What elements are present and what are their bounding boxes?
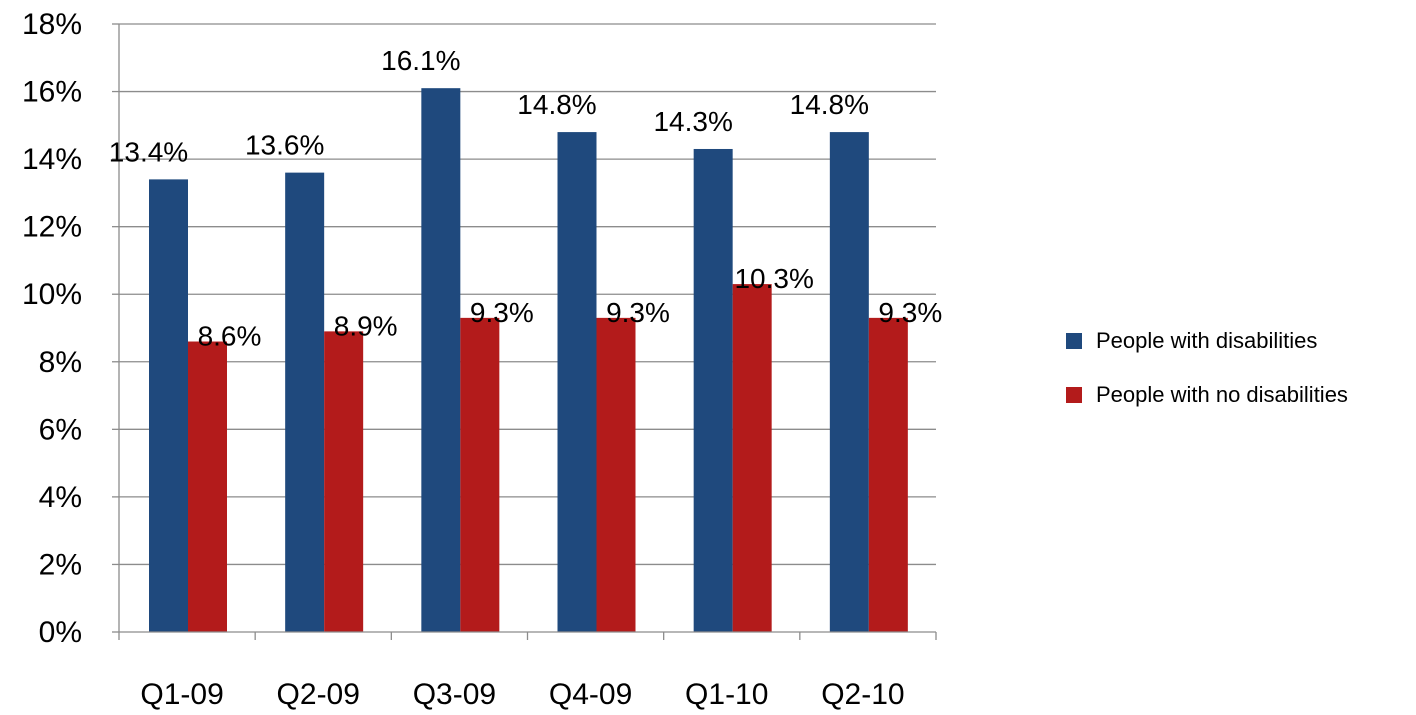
bar [868,317,908,632]
data-label: 13.6% [245,130,324,161]
bar [421,88,461,632]
y-tick-label: 10% [22,278,82,311]
legend-item-no-disabilities: People with no disabilities [1066,380,1348,410]
data-label: 14.8% [790,89,869,120]
legend-label-no-disabilities: People with no disabilities [1096,382,1348,407]
bar [596,317,636,632]
y-tick-label: 0% [39,616,82,649]
data-label: 8.9% [334,310,398,341]
axes [112,23,937,640]
x-category-label: Q1-09 [140,678,223,711]
bar [557,132,597,633]
data-label: 8.6% [198,321,262,352]
y-tick-label: 6% [39,413,82,446]
y-tick-label: 8% [39,346,82,379]
x-category-label: Q1-10 [685,678,768,711]
data-label: 16.1% [381,45,460,76]
y-tick-label: 4% [39,481,82,514]
gridlines [119,23,936,566]
x-category-label: Q2-09 [277,678,360,711]
bar [732,284,772,632]
data-label: 9.3% [606,297,670,328]
data-label: 14.8% [517,89,596,120]
data-label: 9.3% [878,297,942,328]
y-tick-label: 12% [22,211,82,244]
legend-swatch-disabilities [1066,333,1082,349]
legend: People with disabilities People with no … [1066,326,1348,434]
labels-group: 0% 2% 4% 6% 8% 10% 12% 14% 16% 18% 13.4% 8.6% Q1-09 1… [22,8,942,711]
y-tick-label: 2% [39,548,82,581]
bar [149,179,188,632]
data-label: 13.4% [109,136,188,167]
x-category-label: Q4-09 [549,678,632,711]
bar [460,317,500,632]
data-label: 9.3% [470,297,534,328]
x-category-label: Q2-10 [821,678,904,711]
data-label: 10.3% [734,263,813,294]
x-category-label: Q3-09 [413,678,496,711]
bar [285,172,325,632]
bar [693,148,733,632]
data-label: 14.3% [653,106,732,137]
legend-item-disabilities: People with disabilities [1066,326,1348,356]
legend-swatch-no-disabilities [1066,387,1082,403]
y-tick-label: 18% [22,8,82,41]
bar [188,341,227,632]
y-tick-label: 16% [22,76,82,109]
y-tick-label: 14% [22,143,82,176]
bar [829,132,869,633]
bars-group [149,88,908,633]
legend-label-disabilities: People with disabilities [1096,328,1318,353]
bar [324,331,364,632]
